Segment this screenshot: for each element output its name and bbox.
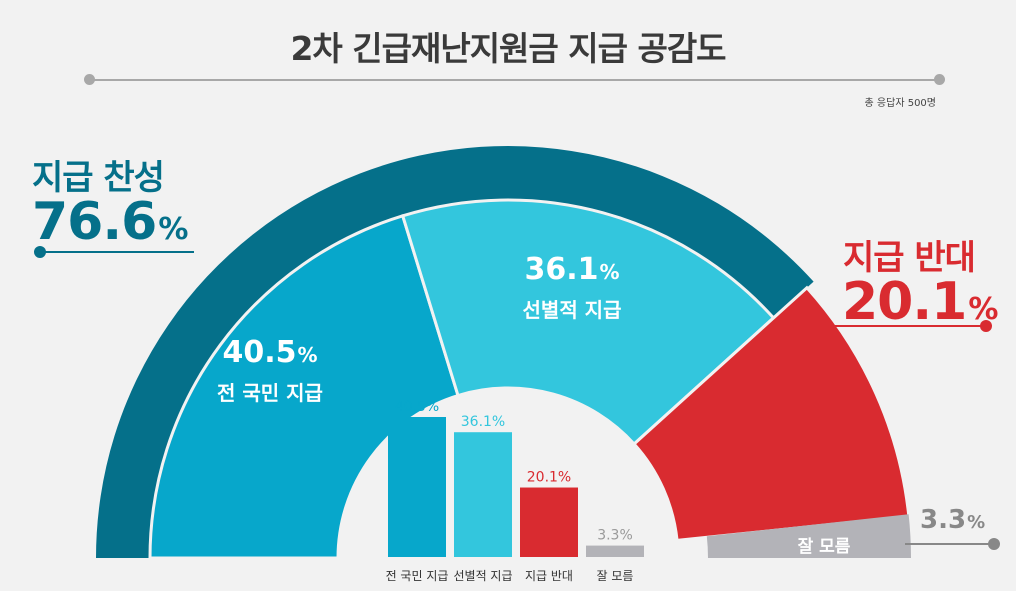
inner-bar-category-1: 선별적 지급 xyxy=(453,569,512,583)
slice-value-all-citizens: 40.5% xyxy=(222,335,318,370)
respondent-count: 총 응답자 500명 xyxy=(864,98,936,109)
slice-value-selective: 36.1% xyxy=(524,252,620,287)
inner-bar-value-3: 3.3% xyxy=(597,528,633,544)
chart-title: 2차 긴급재난지원금 지급 공감도 xyxy=(290,29,726,68)
inner-bar-value-0: 40.5% xyxy=(395,399,439,415)
slice-label-all-citizens: 전 국민 지급 xyxy=(217,381,323,405)
inner-bar-1 xyxy=(454,432,512,557)
rule-dot-left xyxy=(84,74,95,85)
slice-oppose xyxy=(631,285,911,543)
inner-bar-value-1: 36.1% xyxy=(461,414,505,430)
oppose-leader-dot xyxy=(980,320,992,332)
slice-dont-know xyxy=(706,514,911,558)
rule-dot-right xyxy=(934,74,945,85)
dont-know-outer-value: 3.3% xyxy=(920,505,986,535)
inner-bar-value-2: 20.1% xyxy=(527,470,571,486)
slice-label-selective: 선별적 지급 xyxy=(522,298,622,322)
inner-bar-2 xyxy=(520,487,578,557)
slice-all-citizens xyxy=(148,213,460,560)
title-rule xyxy=(88,79,940,81)
slice-selective xyxy=(400,198,776,447)
inner-bar-category-3: 잘 모름 xyxy=(597,569,634,583)
inner-bar-0 xyxy=(388,417,446,557)
support-leader-dot xyxy=(34,246,46,258)
support-group-ring xyxy=(96,145,814,558)
support-group-label: 지급 찬성 xyxy=(32,158,165,198)
oppose-group-value: 20.1% xyxy=(842,272,998,332)
inner-bar-category-0: 전 국민 지급 xyxy=(386,569,449,583)
oppose-leader-line xyxy=(795,325,985,327)
dont-know-leader-line xyxy=(905,543,993,545)
oppose-group-label: 지급 반대 xyxy=(843,238,976,278)
dont-know-leader-dot xyxy=(988,538,1000,550)
inner-bar-category-2: 지급 반대 xyxy=(525,569,573,583)
support-group-value: 76.6% xyxy=(32,192,188,252)
support-leader-line xyxy=(44,251,194,253)
inner-bar-3 xyxy=(586,545,644,557)
slice-label-dont-know: 잘 모름 xyxy=(797,537,851,557)
